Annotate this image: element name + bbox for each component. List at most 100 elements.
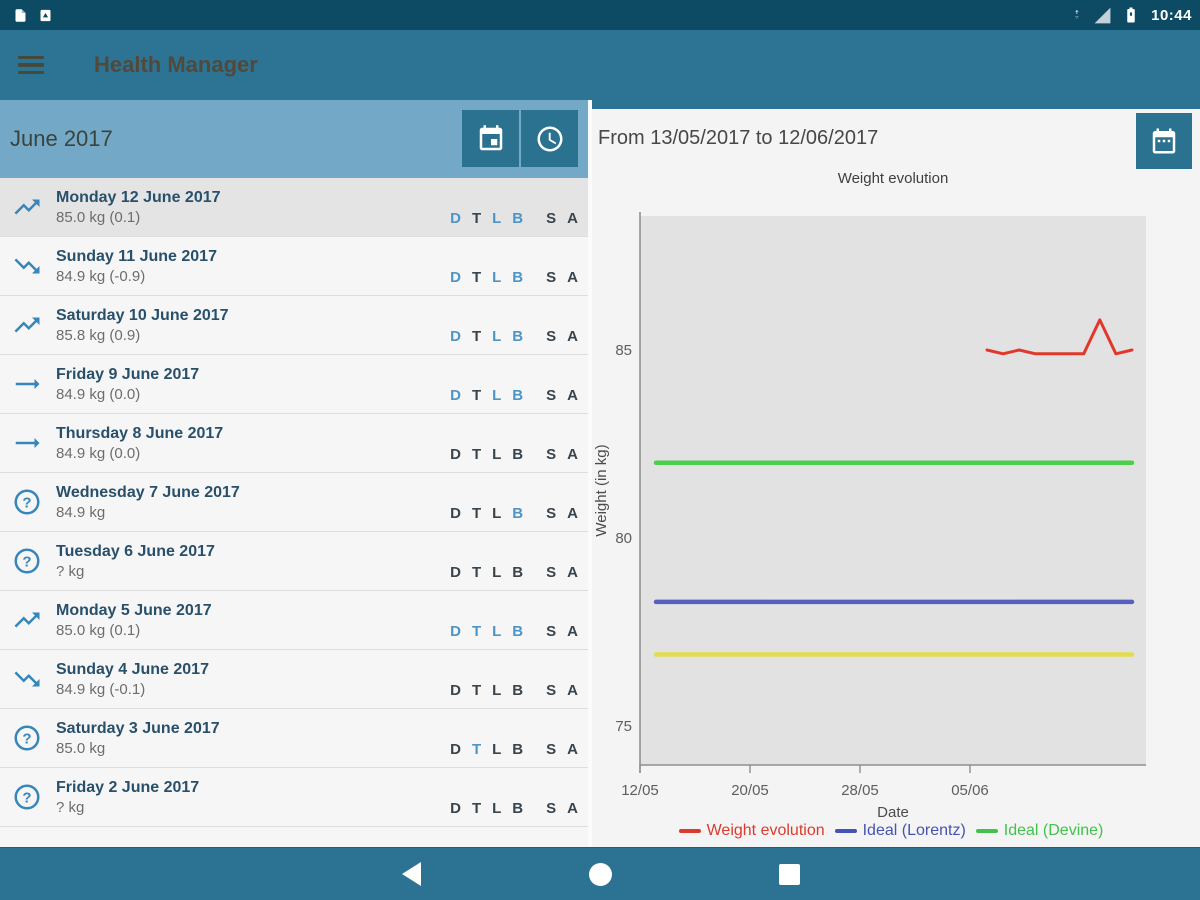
flag-letter-T: T bbox=[471, 387, 482, 404]
flag-letter-L: L bbox=[492, 210, 502, 227]
entry-date: Monday 12 June 2017 bbox=[56, 188, 221, 206]
flat-icon bbox=[12, 428, 42, 458]
flag-letter-S: S bbox=[546, 210, 557, 227]
home-button[interactable] bbox=[587, 861, 613, 887]
date-range-label: From 13/05/2017 to 12/06/2017 bbox=[598, 127, 879, 149]
flag-letter-D: D bbox=[450, 682, 461, 699]
date-range-calendar-button[interactable] bbox=[1136, 113, 1192, 169]
unknown-icon: ? bbox=[12, 723, 42, 753]
status-bar: 10:44 bbox=[0, 0, 1200, 30]
flag-letter-D: D bbox=[450, 505, 461, 522]
app-bar: Health Manager bbox=[0, 30, 1200, 100]
weight-evolution-line bbox=[985, 318, 1134, 356]
svg-text:?: ? bbox=[22, 789, 31, 806]
flag-letter-T: T bbox=[471, 328, 482, 345]
flag-letter-S: S bbox=[546, 564, 557, 581]
entry-weight: ? kg bbox=[56, 798, 85, 816]
trend-up-icon bbox=[12, 605, 42, 635]
flag-letter-D: D bbox=[450, 269, 461, 286]
flag-letter-B: B bbox=[512, 623, 524, 640]
entry-weight: 84.9 kg (-0.1) bbox=[56, 680, 146, 698]
flag-letter-A: A bbox=[567, 623, 578, 640]
entry-date: Sunday 11 June 2017 bbox=[56, 247, 217, 265]
weight-chart: 85 80 75 12/05 20/05 28/05 05/06 Weight (in kg)… bbox=[593, 212, 1146, 821]
chart-panel: From 13/05/2017 to 12/06/2017 Weight evo… bbox=[592, 100, 1200, 848]
svg-text:?: ? bbox=[22, 494, 31, 511]
entry-weight: 84.9 kg (-0.9) bbox=[56, 267, 146, 285]
flat-icon bbox=[12, 369, 42, 399]
flag-letter-T: T bbox=[471, 210, 482, 227]
flag-letter-B: B bbox=[512, 210, 524, 227]
trend-up-icon bbox=[12, 310, 42, 340]
home-icon bbox=[588, 862, 612, 886]
chart-title: Weight evolution bbox=[837, 170, 949, 187]
flag-letter-D: D bbox=[450, 741, 461, 758]
flag-letter-L: L bbox=[492, 505, 502, 522]
flag-letter-T: T bbox=[471, 564, 482, 581]
calendar-icon bbox=[479, 124, 502, 150]
flag-letter-D: D bbox=[450, 446, 461, 463]
recents-button[interactable] bbox=[776, 861, 802, 887]
flag-letter-D: D bbox=[450, 800, 461, 817]
entry-date: Saturday 3 June 2017 bbox=[56, 719, 220, 737]
svg-text:?: ? bbox=[22, 553, 31, 570]
flag-letter-L: L bbox=[492, 800, 502, 817]
flag-letter-S: S bbox=[546, 446, 557, 463]
legend-label: Weight evolution bbox=[706, 822, 825, 839]
flag-letter-A: A bbox=[567, 387, 578, 404]
unknown-icon: ? bbox=[12, 782, 42, 812]
flag-letter-A: A bbox=[567, 564, 578, 581]
hamburger-menu-icon[interactable] bbox=[18, 55, 44, 75]
entry-weight: 85.8 kg (0.9) bbox=[56, 326, 141, 344]
x-tick-label: 05/06 bbox=[951, 782, 989, 799]
flag-letter-T: T bbox=[471, 800, 482, 817]
android-nav-bar bbox=[0, 847, 1200, 900]
calendar-button[interactable] bbox=[462, 110, 519, 167]
flag-letter-D: D bbox=[450, 564, 461, 581]
flag-letter-D: D bbox=[450, 328, 461, 345]
legend-label: Ideal (Devine) bbox=[1003, 822, 1104, 839]
legend-dash bbox=[975, 829, 998, 833]
back-button[interactable] bbox=[398, 861, 424, 887]
entry-date: Thursday 8 June 2017 bbox=[56, 424, 224, 442]
history-button[interactable] bbox=[521, 110, 578, 167]
flag-letter-S: S bbox=[546, 387, 557, 404]
daily-entries-panel: June 2017 Monday 12 June 2017 85.0 kg (0… bbox=[0, 100, 588, 848]
flag-letter-S: S bbox=[546, 269, 557, 286]
flag-letter-A: A bbox=[567, 269, 578, 286]
flag-letter-B: B bbox=[512, 446, 524, 463]
month-title: June 2017 bbox=[10, 126, 113, 151]
flag-letter-T: T bbox=[471, 269, 482, 286]
app-title: Health Manager bbox=[94, 52, 258, 77]
flag-letter-T: T bbox=[471, 682, 482, 699]
entry-date: Sunday 4 June 2017 bbox=[56, 660, 209, 678]
flag-letter-A: A bbox=[567, 741, 578, 758]
flag-letter-A: A bbox=[567, 800, 578, 817]
x-tick-label: 28/05 bbox=[841, 782, 879, 799]
battery-icon bbox=[1122, 5, 1140, 25]
flag-letter-L: L bbox=[492, 623, 502, 640]
flag-letter-A: A bbox=[567, 328, 578, 345]
flag-letter-A: A bbox=[567, 446, 578, 463]
entry-date: Friday 2 June 2017 bbox=[56, 778, 200, 796]
flag-letter-D: D bbox=[450, 387, 461, 404]
network-traffic-icon bbox=[1071, 6, 1083, 24]
legend-dash bbox=[678, 829, 701, 833]
trend-down-icon bbox=[12, 251, 42, 281]
y-tick-label: 75 bbox=[615, 718, 632, 735]
